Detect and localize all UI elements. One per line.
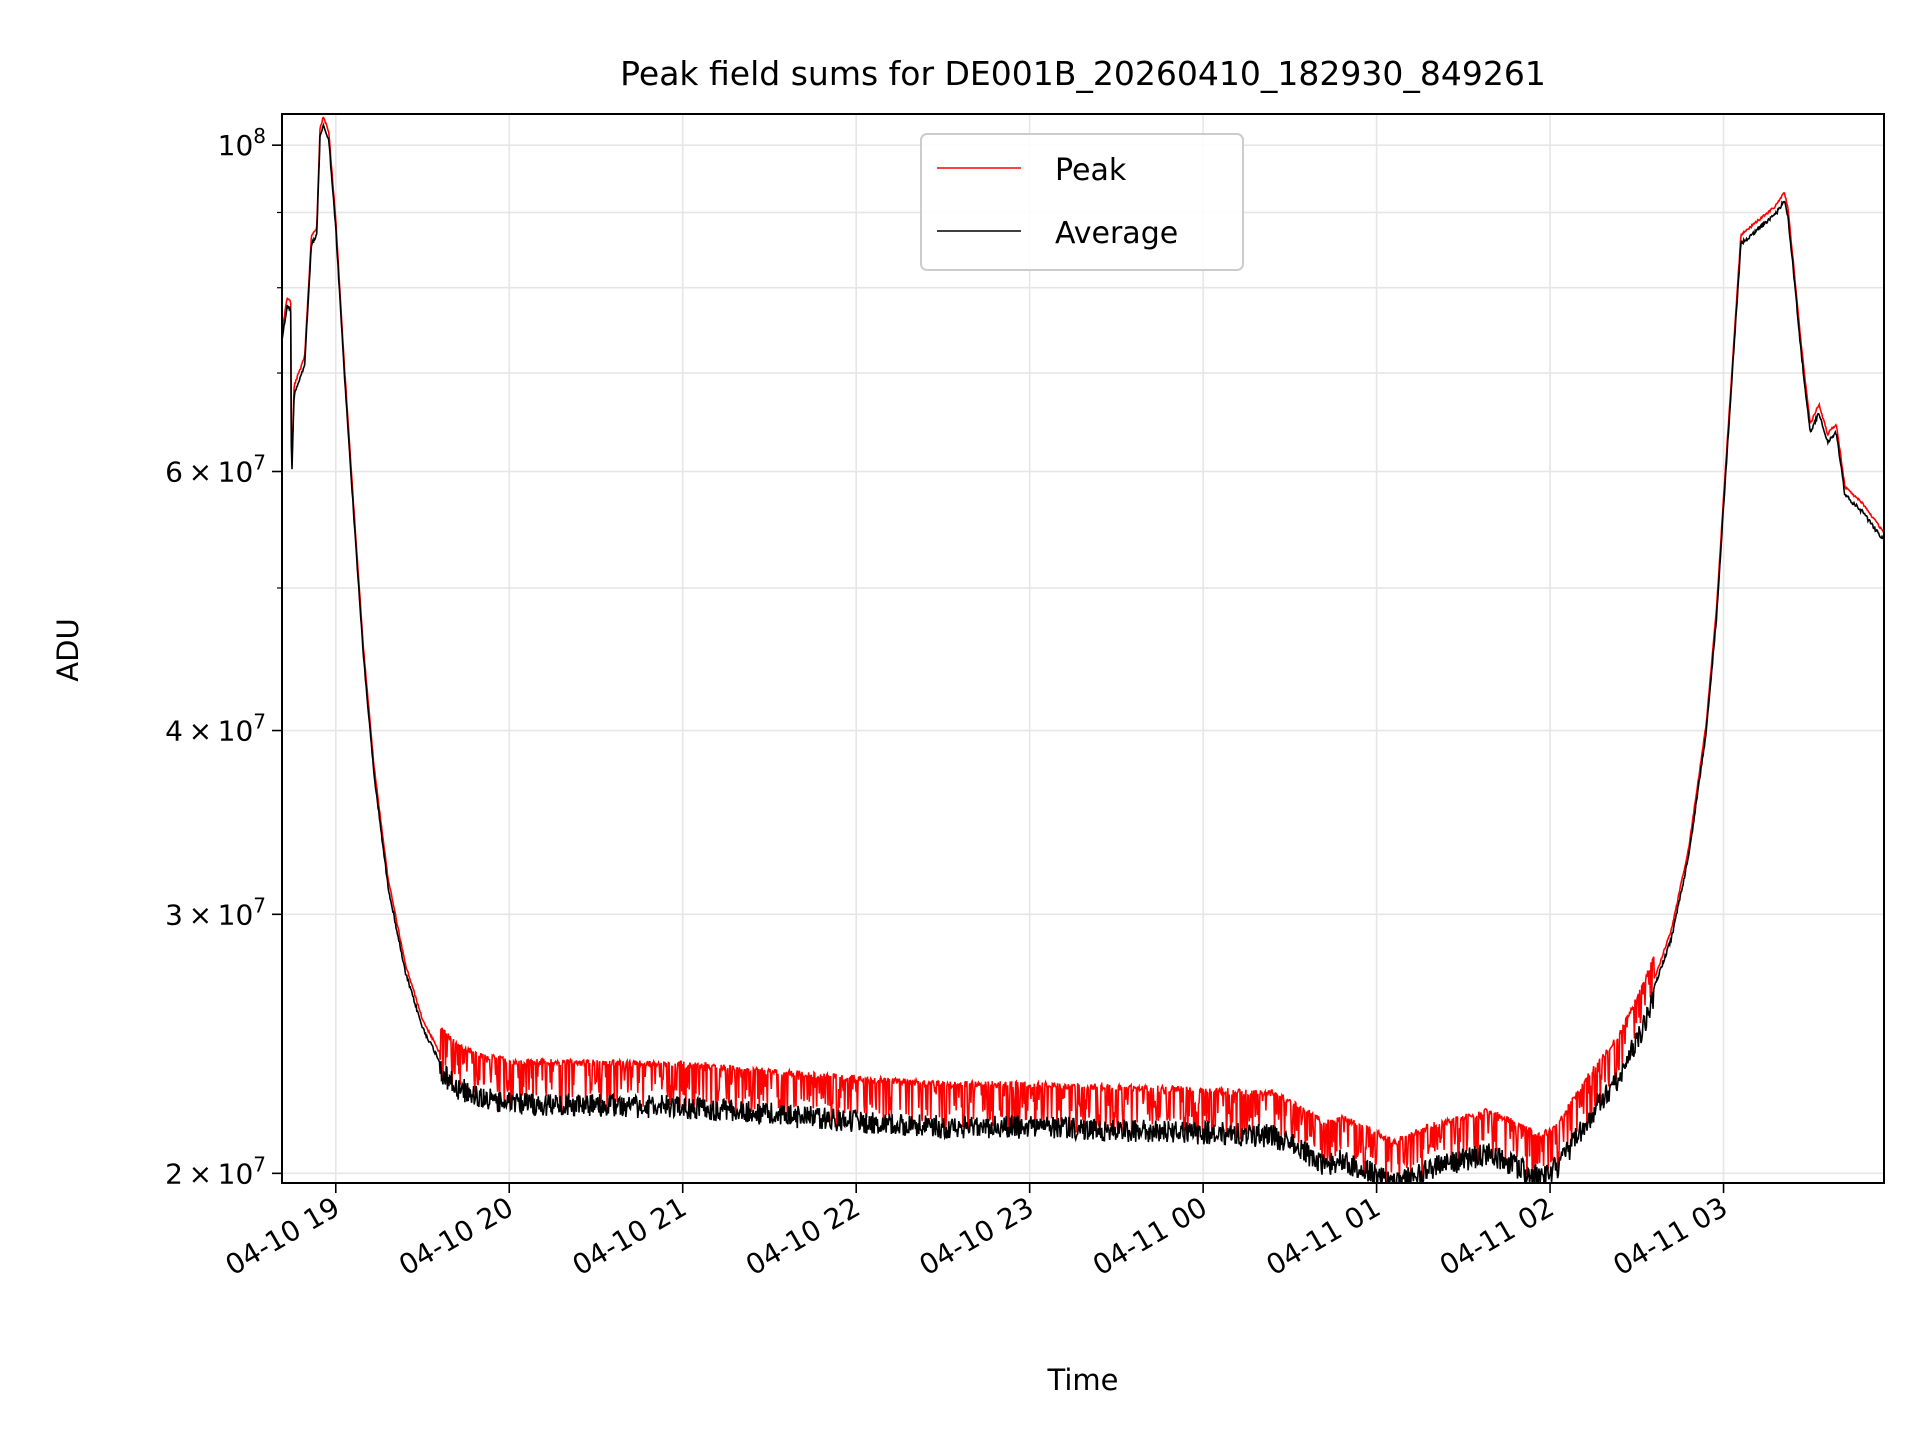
legend: Peak Average [920,133,1244,271]
grid-lines [282,114,1884,1183]
plot-frame [281,113,1885,1184]
legend-peak-label: Peak [1055,153,1127,188]
chart-title: Peak field sums for DE001B_20260410_1829… [620,54,1546,93]
y-tick-label: 2 × 107 [165,1152,266,1190]
series-average-line [282,122,1884,1183]
x-axis-label: Time [1047,1363,1119,1397]
y-axis-label: ADU [51,618,85,681]
legend-average-label: Average [1055,216,1178,251]
y-tick-label: 4 × 107 [165,710,266,748]
series-layer [282,116,1884,1183]
y-tick-label: 6 × 107 [165,451,266,489]
series-peak-line [282,116,1884,1183]
y-tick-label: 3 × 107 [165,893,266,931]
